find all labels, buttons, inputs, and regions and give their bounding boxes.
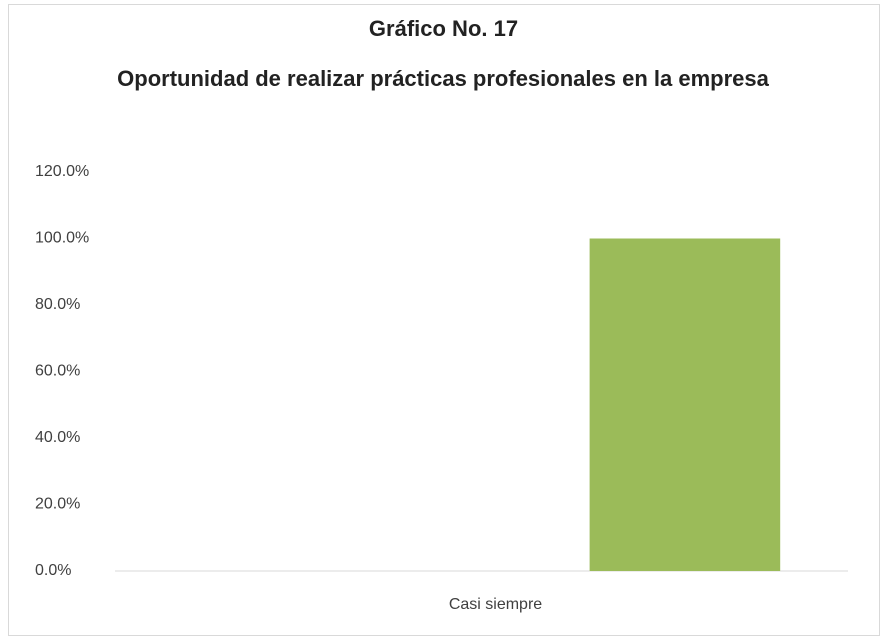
- y-tick-label: 120.0%: [35, 163, 89, 180]
- y-tick-label: 60.0%: [35, 363, 80, 380]
- y-tick-label: 100.0%: [35, 230, 89, 247]
- y-tick-label: 40.0%: [35, 429, 80, 446]
- chart-subtitle: Oportunidad de realizar prácticas profes…: [117, 66, 769, 91]
- y-tick-label: 80.0%: [35, 296, 80, 313]
- x-tick-label: Casi siempre: [449, 596, 542, 613]
- bar: [589, 238, 781, 571]
- chart-title: Gráfico No. 17: [368, 16, 519, 41]
- y-tick-label: 0.0%: [35, 562, 71, 579]
- y-tick-label: 20.0%: [35, 496, 80, 513]
